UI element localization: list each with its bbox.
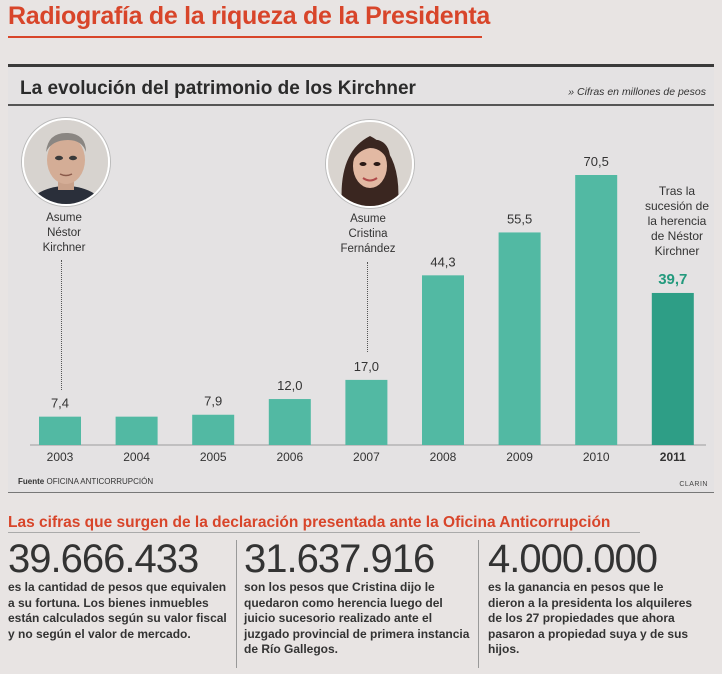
data-label: 17,0 [354, 359, 379, 374]
tick-label: 2011 [660, 450, 686, 464]
nestor-portrait-image [24, 120, 108, 204]
herencia-annotation: Tras la sucesión de la herencia de Nésto… [644, 184, 710, 258]
headline: Radiografía de la riqueza de la Presiden… [8, 2, 491, 30]
data-label: 44,3 [430, 254, 455, 269]
nestor-pointer-line [61, 260, 62, 390]
data-label: 55,5 [507, 211, 532, 226]
bar-2007 [345, 379, 388, 445]
tick-label: 2009 [506, 450, 533, 464]
source-value: OFICINA ANTICORRUPCIÓN [46, 477, 154, 486]
tick-label: 2003 [47, 450, 74, 464]
tick-label: 2006 [276, 450, 303, 464]
cristina-annotation: Asume Cristina Fernández [340, 213, 396, 255]
cristina-portrait-image [328, 122, 412, 206]
cristina-portrait [326, 120, 414, 208]
chart-title-rule [8, 104, 714, 106]
nestor-portrait [22, 118, 110, 206]
source-line: Fuente OFICINA ANTICORRUPCIÓN [18, 477, 153, 486]
credit: CLARIN [679, 481, 708, 488]
fact-divider [236, 540, 237, 668]
fact-text: es la ganancia en pesos que le dieron a … [488, 580, 693, 656]
fact-number: 39.666.433 [8, 537, 199, 581]
data-label: 12,0 [277, 378, 302, 393]
bar-2003 [39, 416, 81, 445]
data-label: 70,5 [584, 154, 609, 169]
fact-rent: 4.000.000 es la ganancia en pesos que le… [488, 538, 694, 658]
fact-fortune: 39.666.433 es la cantidad de pesos que e… [8, 538, 232, 642]
bar-2008 [422, 275, 464, 445]
chart-title: La evolución del patrimonio de los Kirch… [20, 78, 416, 99]
fact-inheritance: 31.637.916 son los pesos que Cristina di… [244, 538, 470, 658]
tick-label: 2007 [353, 450, 380, 464]
cristina-pointer-line [367, 262, 368, 352]
data-label: 7,9 [204, 394, 222, 409]
fact-number: 4.000.000 [488, 537, 658, 581]
tick-label: 2005 [200, 450, 227, 464]
bar-2009 [498, 232, 541, 445]
fact-text: es la cantidad de pesos que equivalen a … [8, 580, 227, 641]
panel-bottom-rule [8, 492, 714, 493]
tick-label: 2010 [583, 450, 610, 464]
fact-text: son los pesos que Cristina dijo le queda… [244, 580, 470, 656]
bar-2004 [115, 416, 158, 445]
panel-top-bar [8, 64, 714, 67]
source-label: Fuente [18, 477, 45, 486]
units-note: » Cifras en millones de pesos [568, 86, 706, 98]
data-label: 39,7 [658, 271, 687, 288]
tick-label: 2004 [123, 450, 150, 464]
section-title: Las cifras que surgen de la declaración … [8, 514, 611, 531]
fact-number: 31.637.916 [244, 537, 435, 581]
data-label: 7,4 [51, 396, 69, 411]
headline-rule [8, 36, 482, 38]
fact-divider [478, 540, 479, 668]
nestor-annotation: Asume Néstor Kirchner [42, 212, 86, 254]
bar-2010 [575, 175, 618, 445]
bar-2011 [651, 292, 694, 445]
tick-label: 2008 [430, 450, 457, 464]
bar-2005 [192, 414, 235, 445]
section-rule [8, 532, 640, 533]
bar-2006 [268, 399, 311, 445]
